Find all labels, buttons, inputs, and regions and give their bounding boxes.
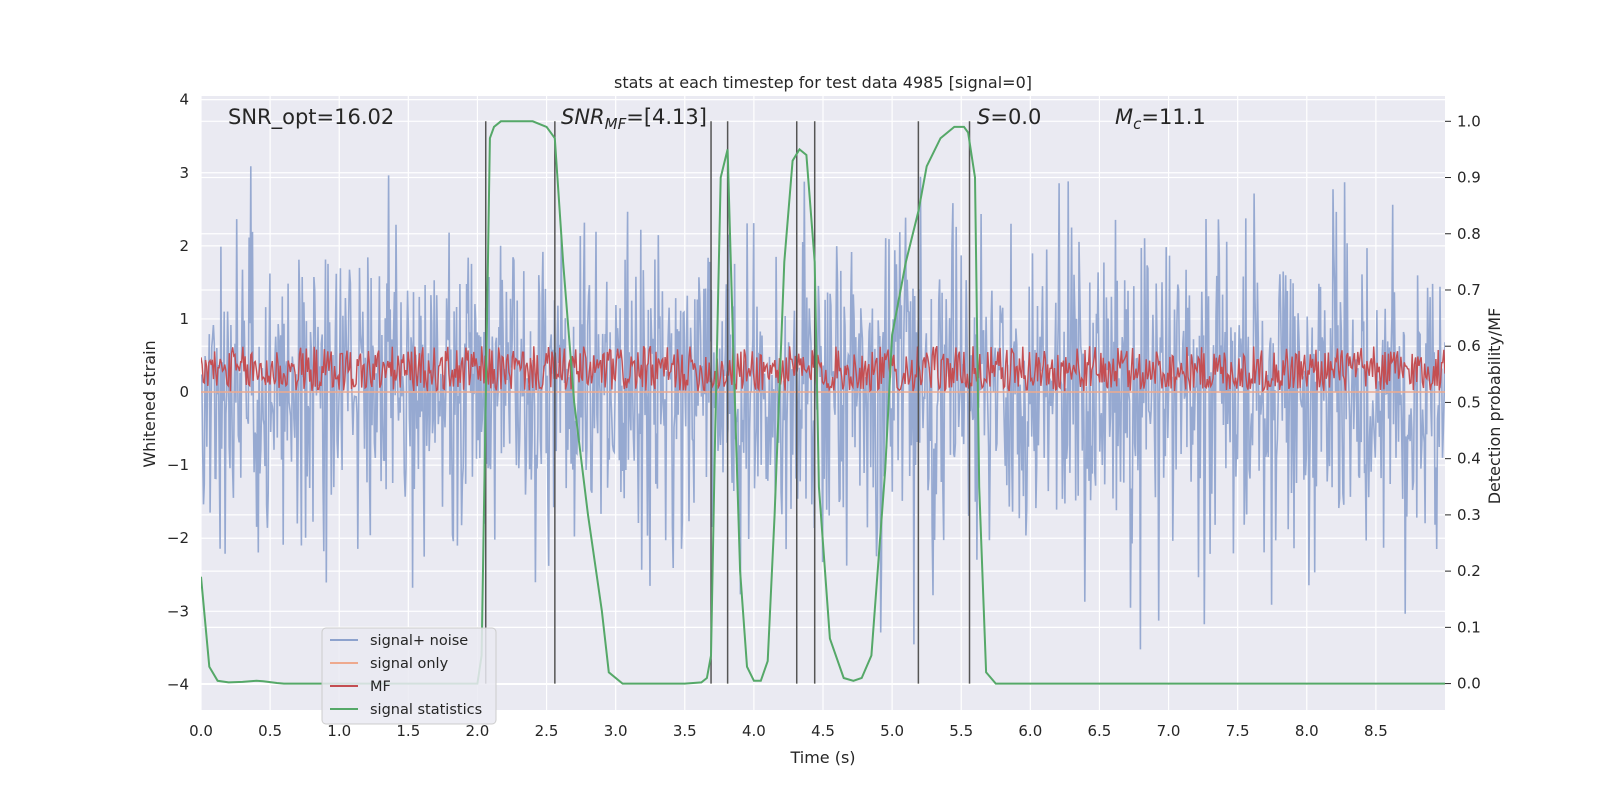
- y-tick-label-left: 4: [179, 91, 189, 109]
- x-tick-label: 6.5: [1088, 722, 1112, 740]
- annotation-s: S=0.0: [977, 105, 1041, 129]
- annotation-mc: Mc=11.1: [1115, 105, 1206, 133]
- x-axis-label: Time (s): [789, 748, 855, 767]
- annotation-mc-sub: c: [1133, 115, 1142, 133]
- annotation-snr-opt: SNR_opt=16.02: [228, 105, 394, 130]
- x-tick-label: 6.0: [1018, 722, 1042, 740]
- y-tick-label-right: 0.6: [1457, 337, 1481, 355]
- legend-label-signal-only: signal only: [370, 656, 449, 672]
- legend-label-noise: signal+ noise: [370, 633, 468, 649]
- y-tick-label-right: 0.5: [1457, 393, 1481, 411]
- y-tick-labels-left: −4 −3 −2 −1 0 1 2 3 4: [167, 91, 189, 694]
- x-tick-label: 4.0: [742, 722, 766, 740]
- x-tick-label: 4.5: [811, 722, 835, 740]
- x-tick-label: 7.0: [1157, 722, 1181, 740]
- chart-title: stats at each timestep for test data 498…: [614, 73, 1032, 92]
- y-tick-label-left: −2: [167, 529, 189, 547]
- y-axis-label-right: Detection probability/MF: [1485, 308, 1504, 505]
- annotation-mc-value: =11.1: [1141, 105, 1205, 129]
- y-tick-label-left: 0: [179, 383, 189, 401]
- legend-box: [321, 627, 497, 725]
- annotation-s-symbol: S: [977, 105, 990, 129]
- annotation-s-value: =0.0: [990, 105, 1041, 129]
- annotation-snr-mf-value: =[4.13]: [626, 105, 707, 129]
- y-tick-label-right: 0.8: [1457, 225, 1481, 243]
- y-tick-label-left: 2: [179, 237, 189, 255]
- x-tick-label: 5.5: [949, 722, 973, 740]
- legend-label-mf: MF: [370, 679, 391, 695]
- y-tick-label-right: 0.7: [1457, 281, 1481, 299]
- y-tick-label-left: 1: [179, 310, 189, 328]
- x-tick-label: 3.0: [604, 722, 628, 740]
- series-mf: [201, 345, 1445, 393]
- x-tick-label: 2.5: [535, 722, 559, 740]
- y-tick-labels-right: 0.0 0.1 0.2 0.3 0.4 0.5 0.6 0.7 0.8 0.9 1.0: [1445, 112, 1481, 693]
- y-tick-label-right: 0.3: [1457, 506, 1481, 524]
- x-tick-label: 1.0: [327, 722, 351, 740]
- y-axis-label-left: Whitened strain: [140, 340, 159, 467]
- y-tick-label-right: 0.9: [1457, 169, 1481, 187]
- annotation-snr-mf: SNRMF=[4.13]: [561, 105, 707, 133]
- x-tick-label: 0.5: [258, 722, 282, 740]
- y-tick-label-left: −3: [167, 602, 189, 620]
- y-tick-label-left: −1: [167, 456, 189, 474]
- y-tick-label-right: 0.0: [1457, 675, 1481, 693]
- annotation-snr-mf-sub: MF: [605, 115, 627, 133]
- y-tick-label-left: −4: [167, 675, 189, 693]
- series-layer: [201, 120, 1445, 685]
- x-tick-label: 1.5: [396, 722, 420, 740]
- x-tick-label: 8.5: [1364, 722, 1388, 740]
- y-tick-label-right: 0.2: [1457, 562, 1481, 580]
- x-tick-label: 5.0: [880, 722, 904, 740]
- series-signal-noise: [201, 166, 1445, 650]
- annotation-mc-main: M: [1115, 105, 1133, 129]
- y-tick-label-right: 0.4: [1457, 450, 1481, 468]
- y-tick-label-left: 3: [179, 164, 189, 182]
- x-tick-label: 8.0: [1295, 722, 1319, 740]
- x-tick-label: 0.0: [189, 722, 213, 740]
- x-tick-label: 7.5: [1226, 722, 1250, 740]
- x-tick-label: 3.5: [673, 722, 697, 740]
- annotation-snr-mf-main: SNR: [561, 105, 605, 129]
- y-tick-label-right: 0.1: [1457, 618, 1481, 636]
- x-tick-label: 2.0: [466, 722, 490, 740]
- y-tick-label-right: 1.0: [1457, 112, 1481, 130]
- legend: signal+ noise signal only MF signal stat…: [321, 627, 497, 725]
- x-tick-labels: 0.0 0.5 1.0 1.5 2.0 2.5 3.0 3.5 4.0 4.5 5.0 5.5 6.0 6…: [189, 722, 1388, 740]
- legend-label-signal-statistics: signal statistics: [370, 702, 482, 718]
